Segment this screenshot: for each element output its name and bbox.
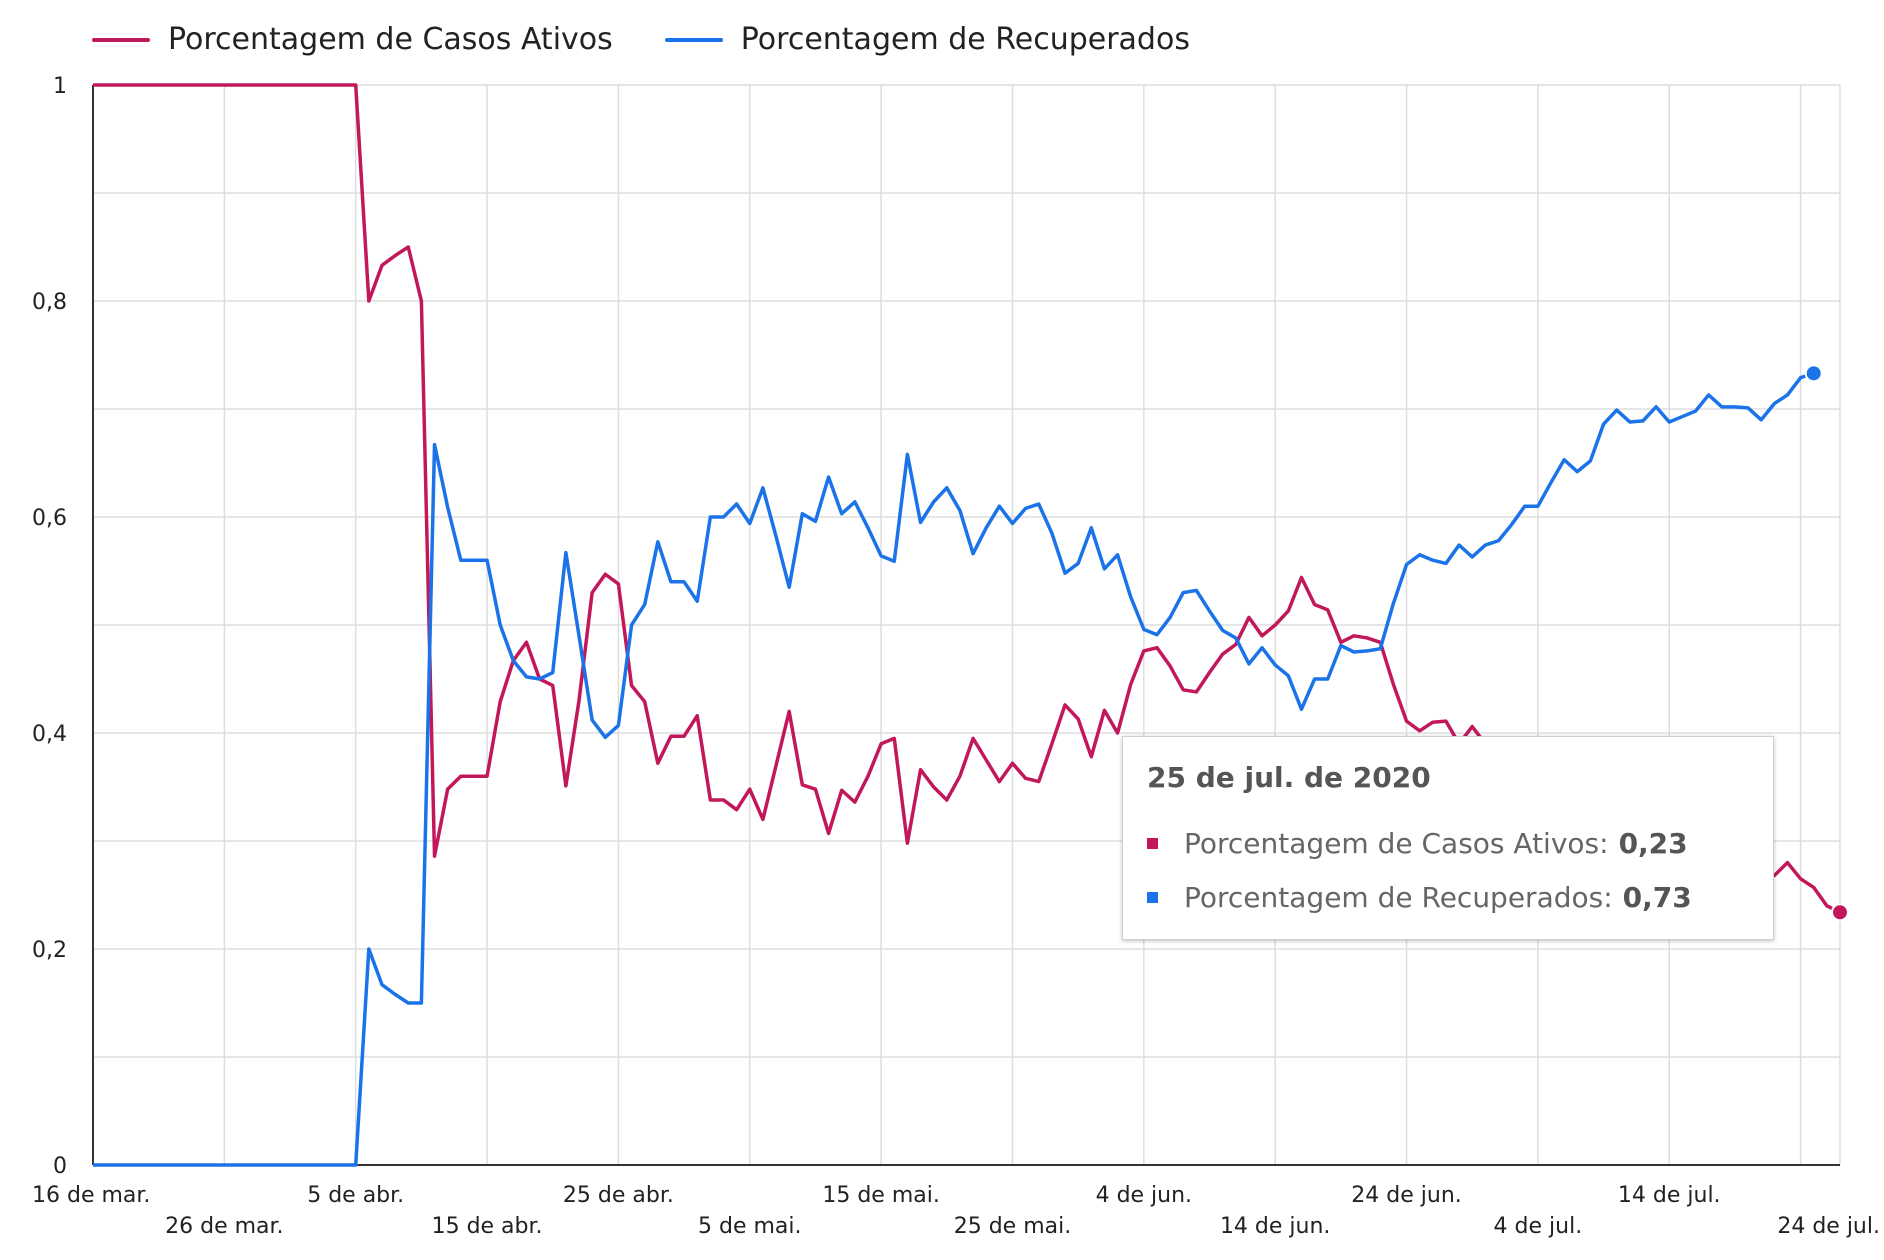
y-tick-label: 0,4 xyxy=(32,722,67,747)
axes xyxy=(92,85,1840,1166)
x-tick-label: 26 de mar. xyxy=(165,1214,283,1239)
hover-tooltip: 25 de jul. de 2020 Porcentagem de Casos … xyxy=(1122,736,1774,940)
series-endpoint-0[interactable] xyxy=(1831,903,1849,922)
y-tick-label: 0,2 xyxy=(32,938,67,963)
legend-item-recovered[interactable]: Porcentagem de Recuperados xyxy=(664,22,1190,57)
x-tick-label: 4 de jul. xyxy=(1494,1214,1583,1239)
x-tick-label: 15 de mai. xyxy=(822,1183,940,1208)
legend-item-active-cases[interactable]: Porcentagem de Casos Ativos xyxy=(92,22,613,57)
tooltip-value-recovered: 0,73 xyxy=(1622,880,1692,914)
y-tick-label: 0,8 xyxy=(32,290,67,315)
chart-legend: Porcentagem de Casos Ativos Porcentagem … xyxy=(92,22,1190,57)
tooltip-dot-recovered xyxy=(1147,891,1158,903)
x-tick-label: 24 de jul. xyxy=(1777,1214,1880,1239)
series-endpoint-1[interactable] xyxy=(1804,364,1823,383)
x-tick-label: 16 de mar. xyxy=(32,1183,150,1208)
y-tick-labels: 0 0,2 0,4 0,6 0,8 1 xyxy=(32,74,67,1179)
x-tick-label: 5 de mai. xyxy=(698,1214,802,1239)
x-tick-label: 4 de jun. xyxy=(1096,1183,1192,1208)
x-tick-label: 25 de abr. xyxy=(563,1183,674,1208)
tooltip-title: 25 de jul. de 2020 xyxy=(1147,761,1431,794)
series-line-1 xyxy=(93,371,1815,1167)
tooltip-label-recovered: Porcentagem de Recuperados: xyxy=(1184,880,1613,914)
grid-lines xyxy=(93,84,1841,1165)
tooltip-row-recovered: Porcentagem de Recuperados: 0,73 xyxy=(1147,870,1773,924)
tooltip-value-active-cases: 0,23 xyxy=(1618,826,1688,860)
x-tick-labels: 16 de mar. 26 de mar. 5 de abr. 15 de abr. 2… xyxy=(32,1183,1880,1239)
legend-label-recovered: Porcentagem de Recuperados xyxy=(740,22,1190,57)
x-tick-label: 14 de jul. xyxy=(1618,1183,1721,1208)
x-tick-label: 24 de jun. xyxy=(1351,1183,1461,1208)
x-tick-label: 15 de abr. xyxy=(432,1214,543,1239)
tooltip-dot-active-cases xyxy=(1147,837,1158,849)
y-tick-label: 0,6 xyxy=(32,506,67,531)
legend-swatch-active-cases xyxy=(92,37,150,42)
tooltip-row-active-cases: Porcentagem de Casos Ativos: 0,23 xyxy=(1147,816,1773,870)
x-tick-label: 25 de mai. xyxy=(954,1214,1072,1239)
legend-swatch-recovered xyxy=(664,37,723,42)
tooltip-label-active-cases: Porcentagem de Casos Ativos: xyxy=(1184,826,1609,860)
y-tick-label: 1 xyxy=(53,74,67,99)
y-tick-label: 0 xyxy=(53,1154,67,1179)
x-tick-label: 14 de jun. xyxy=(1220,1214,1330,1239)
x-tick-label: 5 de abr. xyxy=(307,1183,404,1208)
legend-label-active-cases: Porcentagem de Casos Ativos xyxy=(168,22,613,57)
